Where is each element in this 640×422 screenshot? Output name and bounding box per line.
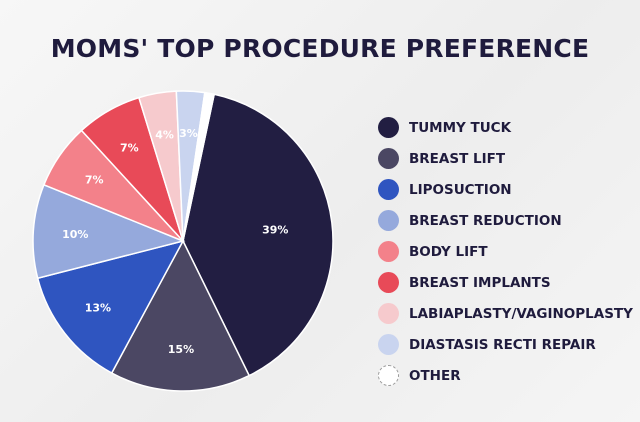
data-label-breast-reduction: 10% [62,228,88,241]
data-label-breast-implants: 7% [120,141,139,154]
legend-label: OTHER [409,367,461,384]
legend-item: TUMMY TUCK [378,112,633,143]
legend-item: DIASTASIS RECTI REPAIR [378,329,633,360]
legend-item: BREAST REDUCTION [378,205,633,236]
legend-swatch [378,210,399,231]
legend-label: LABIAPLASTY/VAGINOPLASTY [409,305,633,322]
legend-swatch [378,241,399,262]
legend-swatch [378,148,399,169]
legend-item: LABIAPLASTY/VAGINOPLASTY [378,298,633,329]
chart-legend: TUMMY TUCK BREAST LIFT LIPOSUCTION BREAST R… [378,112,633,391]
data-label-diastasis-recti-repair: 3% [179,127,198,140]
pie-slice-liposuction [36,239,185,375]
legend-label: BREAST REDUCTION [409,212,562,229]
legend-swatch [378,272,399,293]
data-label-breast-lift: 15% [168,343,194,356]
pie-slice-tummy-tuck [182,93,334,377]
legend-item: BODY LIFT [378,236,633,267]
legend-label: LIPOSUCTION [409,181,512,198]
data-label-body-lift: 7% [85,173,104,186]
pie-slice-other [182,91,216,242]
chart-title: MOMS' TOP PROCEDURE PREFERENCE [50,34,590,63]
pie-slice-breast-lift [110,239,251,392]
data-label-tummy-tuck: 39% [262,224,288,237]
legend-swatch [378,334,399,355]
legend-item: BREAST LIFT [378,143,633,174]
legend-label: BREAST IMPLANTS [409,274,551,291]
legend-label: BODY LIFT [409,243,488,260]
data-label-liposuction: 13% [85,301,111,314]
pie-slice-breast-reduction [32,183,186,280]
legend-label: TUMMY TUCK [409,119,512,136]
legend-item: BREAST IMPLANTS [378,267,633,298]
legend-item: OTHER [378,360,633,391]
data-label-labiaplasty-vaginoplasty: 4% [155,129,174,142]
legend-label: DIASTASIS RECTI REPAIR [409,336,596,353]
legend-label: BREAST LIFT [409,150,506,167]
legend-swatch [378,179,399,200]
legend-swatch [378,117,399,138]
legend-swatch [378,303,399,324]
legend-swatch [378,365,399,386]
legend-item: LIPOSUCTION [378,174,633,205]
